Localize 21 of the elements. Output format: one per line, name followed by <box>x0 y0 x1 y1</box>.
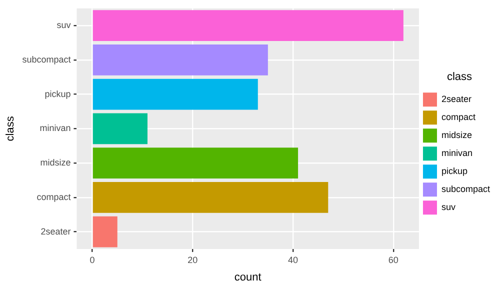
legend-title: class <box>446 70 473 83</box>
x-axis-title: count <box>234 271 262 284</box>
x-tick-label: 60 <box>388 254 398 265</box>
y-tick-label: 2seater <box>40 226 71 236</box>
y-axis-title: class <box>4 116 17 142</box>
x-tick-label: 20 <box>188 254 198 265</box>
y-tick-label: midsize <box>40 158 71 168</box>
legend-label: pickup <box>441 166 468 176</box>
legend-label: compact <box>441 112 476 122</box>
legend-label: subcompact <box>441 184 490 194</box>
legend-label: 2seater <box>441 94 472 104</box>
y-tick-label: minivan <box>40 123 71 134</box>
legend-label: midsize <box>441 130 472 140</box>
y-tick-label: compact <box>36 192 72 202</box>
x-tick-label: 0 <box>90 254 95 265</box>
y-tick-label: subcompact <box>22 54 72 64</box>
y-tick-label: suv <box>56 20 72 30</box>
legend-label: minivan <box>441 148 472 158</box>
x-tick-label: 40 <box>288 254 298 265</box>
legend-label: suv <box>441 202 456 212</box>
y-tick-label: pickup <box>44 88 71 99</box>
